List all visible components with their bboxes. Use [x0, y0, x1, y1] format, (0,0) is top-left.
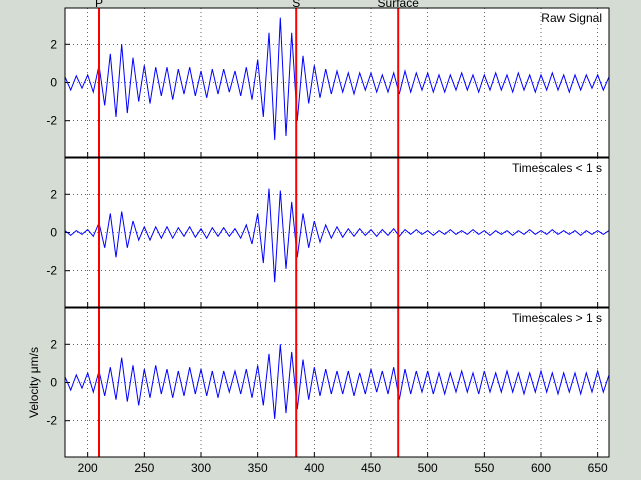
x-tick-label: 200: [78, 461, 98, 475]
x-tick-label: 500: [418, 461, 438, 475]
axes-frame: [64, 7, 610, 158]
y-axis-label: Velocity μm/s: [27, 347, 41, 418]
x-tick-label: 450: [361, 461, 381, 475]
x-tick-label: 250: [134, 461, 154, 475]
axes-frame: [64, 157, 610, 308]
y-tick-label: 0: [50, 376, 57, 390]
x-tick-label: 600: [531, 461, 551, 475]
y-tick-label: -2: [46, 414, 57, 428]
panel-annotation: Timescales > 1 s: [512, 311, 602, 325]
panel-annotation: Raw Signal: [541, 11, 602, 25]
signal-line: [64, 344, 610, 419]
y-tick-label: -2: [46, 114, 57, 128]
y-tick-label: 0: [50, 226, 57, 240]
y-tick-label: 0: [50, 76, 57, 90]
x-tick-label: 650: [588, 461, 608, 475]
x-tick-label: 300: [191, 461, 211, 475]
x-tick-label: 350: [248, 461, 268, 475]
panel-annotation: Timescales < 1 s: [512, 161, 602, 175]
phase-label: P: [95, 0, 103, 10]
y-tick-label: 2: [50, 187, 57, 201]
x-tick-label: 400: [304, 461, 324, 475]
axes-frame: [64, 307, 610, 458]
signal-line: [64, 188, 610, 283]
phase-label: Surface: [378, 0, 420, 10]
y-tick-label: 2: [50, 337, 57, 351]
phase-label: S: [292, 0, 300, 10]
signal-line: [64, 17, 610, 140]
y-tick-label: 2: [50, 37, 57, 51]
x-tick-label: 550: [474, 461, 494, 475]
y-tick-label: -2: [46, 264, 57, 278]
